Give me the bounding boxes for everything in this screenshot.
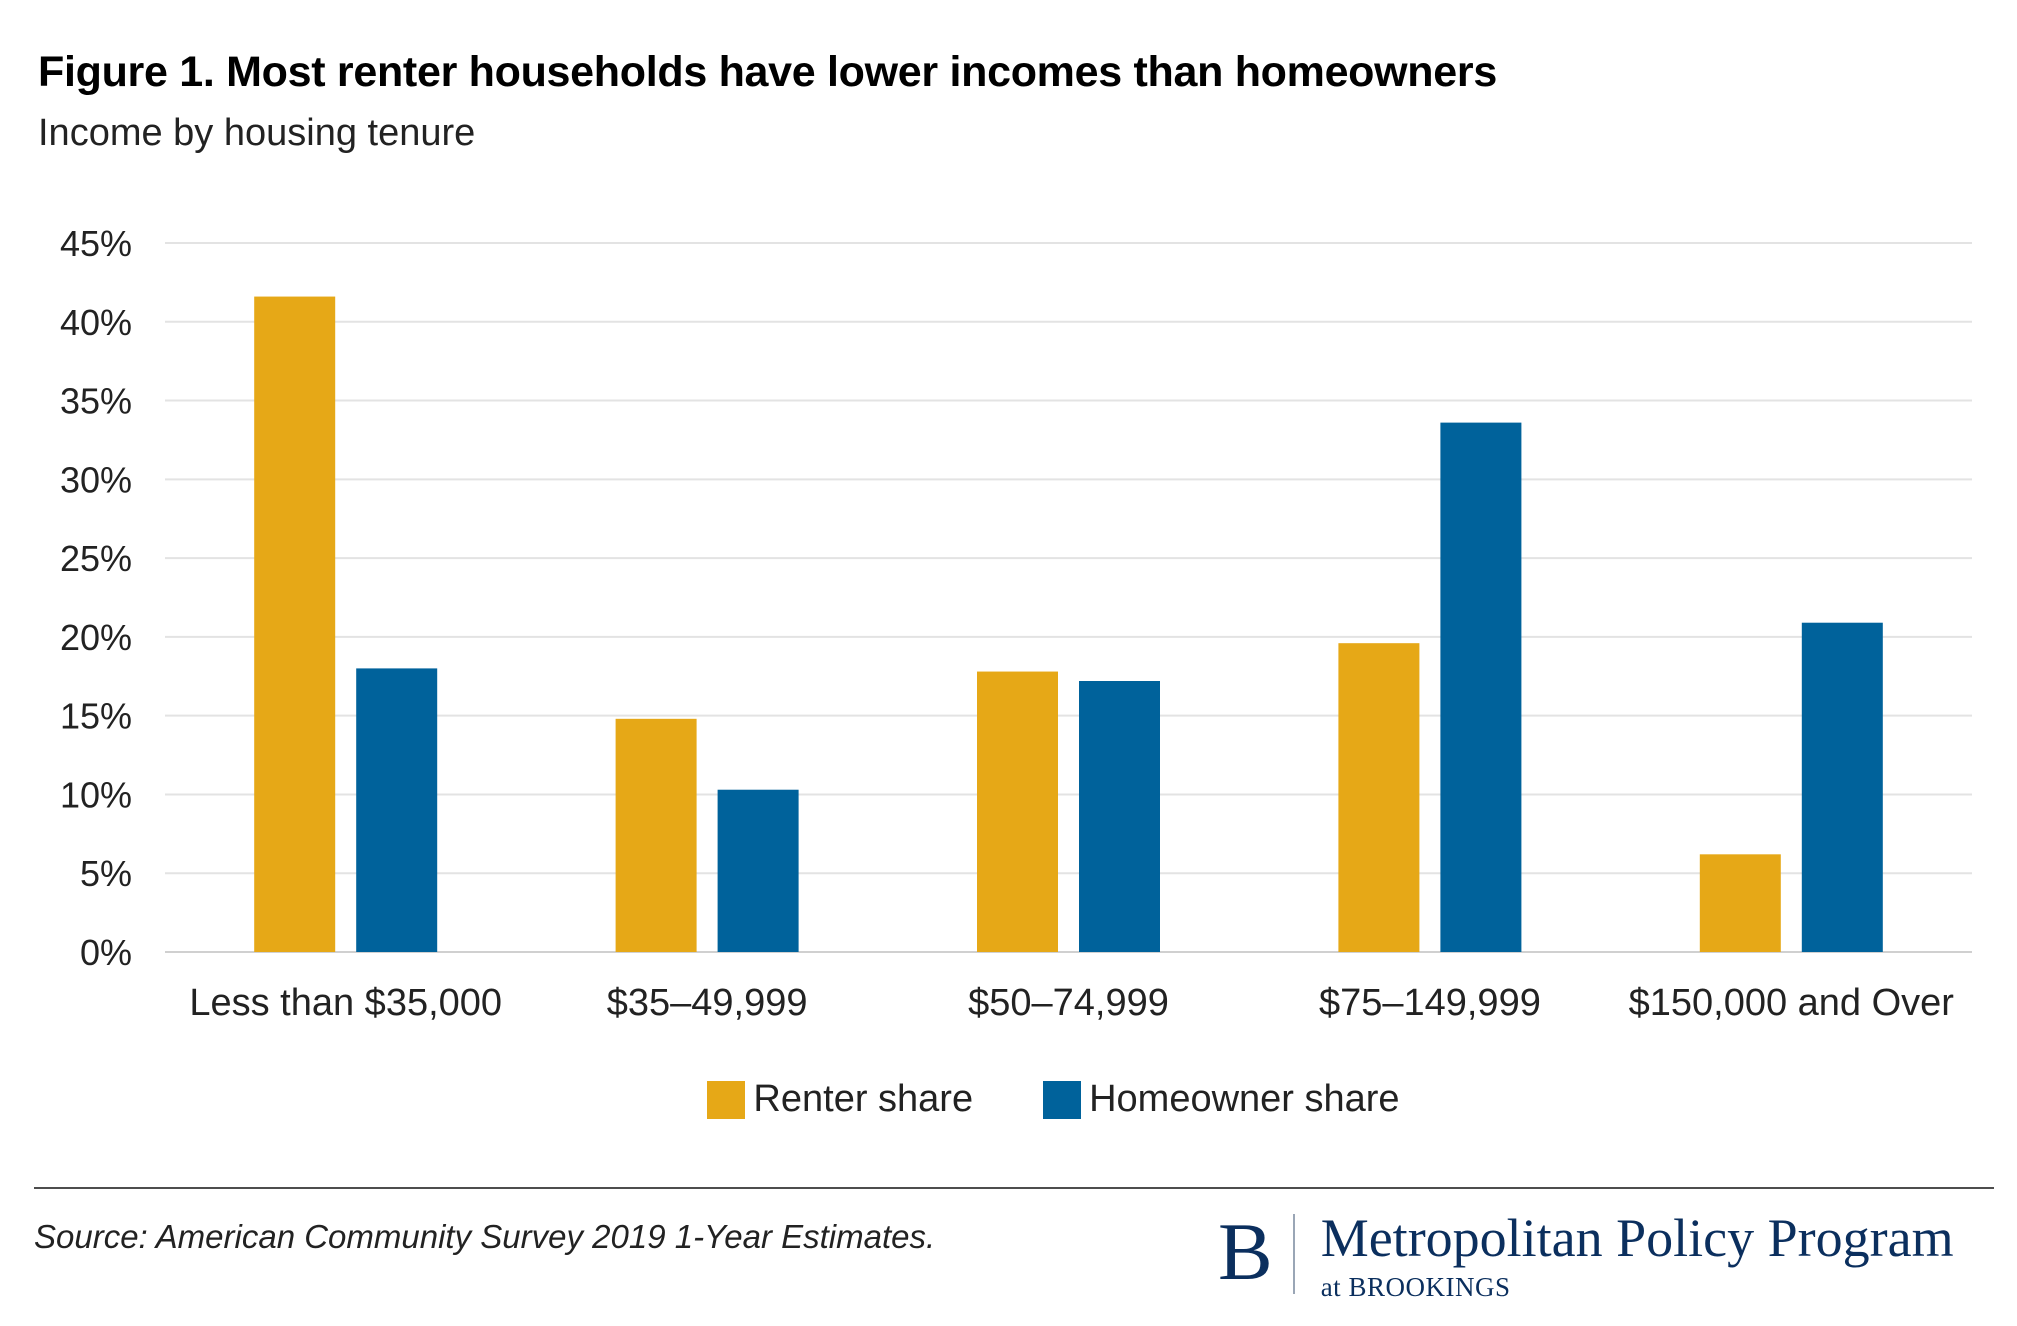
y-tick-label: 0% [80, 932, 132, 973]
y-tick-label: 25% [60, 538, 132, 579]
homeowner-swatch [1043, 1080, 1082, 1119]
bar-renter [254, 296, 336, 953]
y-tick-label: 45% [60, 223, 132, 264]
legend-label-renter: Renter share [753, 1078, 974, 1120]
y-tick-label: 35% [60, 381, 132, 422]
x-tick-label: $75–149,999 [1319, 982, 1541, 1024]
y-tick-label: 40% [60, 302, 132, 343]
brookings-logo: B Metropolitan Policy Program at BROOKIN… [1218, 1210, 1954, 1303]
bar-homeowner [1079, 681, 1160, 952]
legend-item-homeowner: Homeowner share [1043, 1078, 1400, 1121]
footer-divider [34, 1187, 1994, 1189]
bar-chart: 0% 5% 10% 15% 20% 25% 30% 35% 40% 45% Less than $3… [60, 223, 1972, 1024]
x-tick-label: Less than $35,000 [189, 982, 502, 1024]
bar-homeowner [717, 789, 799, 952]
bar-homeowner [1801, 622, 1883, 952]
y-tick-label: 30% [60, 459, 132, 500]
y-tick-label: 5% [80, 853, 132, 894]
chart-title: Figure 1. Most renter households have lo… [38, 48, 1497, 96]
x-tick-label: $50–74,999 [968, 982, 1169, 1024]
legend-label-homeowner: Homeowner share [1089, 1078, 1400, 1120]
logo-divider [1292, 1214, 1295, 1294]
logo-name: Metropolitan Policy Program [1320, 1208, 1954, 1268]
legend-item-renter: Renter share [707, 1078, 973, 1121]
bar-renter [1699, 854, 1781, 952]
chart-legend: Renter share Homeowner share [0, 1078, 2017, 1121]
bar-homeowner [356, 668, 438, 952]
y-tick-label: 20% [60, 617, 132, 658]
y-tick-label: 10% [60, 774, 132, 815]
logo-subtitle: at BROOKINGS [1320, 1272, 1511, 1302]
renter-swatch [707, 1080, 746, 1119]
bar-renter [977, 671, 1058, 952]
source-note: Source: American Community Survey 2019 1… [34, 1218, 936, 1255]
bar-renter [615, 718, 697, 952]
y-tick-label: 15% [60, 696, 132, 737]
bar-renter [1338, 643, 1420, 952]
logo-text: Metropolitan Policy Program at BROOKINGS [1321, 1210, 1954, 1303]
x-tick-label: $150,000 and Over [1629, 982, 1955, 1024]
chart-subtitle: Income by housing tenure [38, 112, 476, 154]
logo-letter: B [1218, 1206, 1273, 1297]
bar-homeowner [1440, 422, 1522, 952]
x-tick-label: $35–49,999 [607, 982, 808, 1024]
